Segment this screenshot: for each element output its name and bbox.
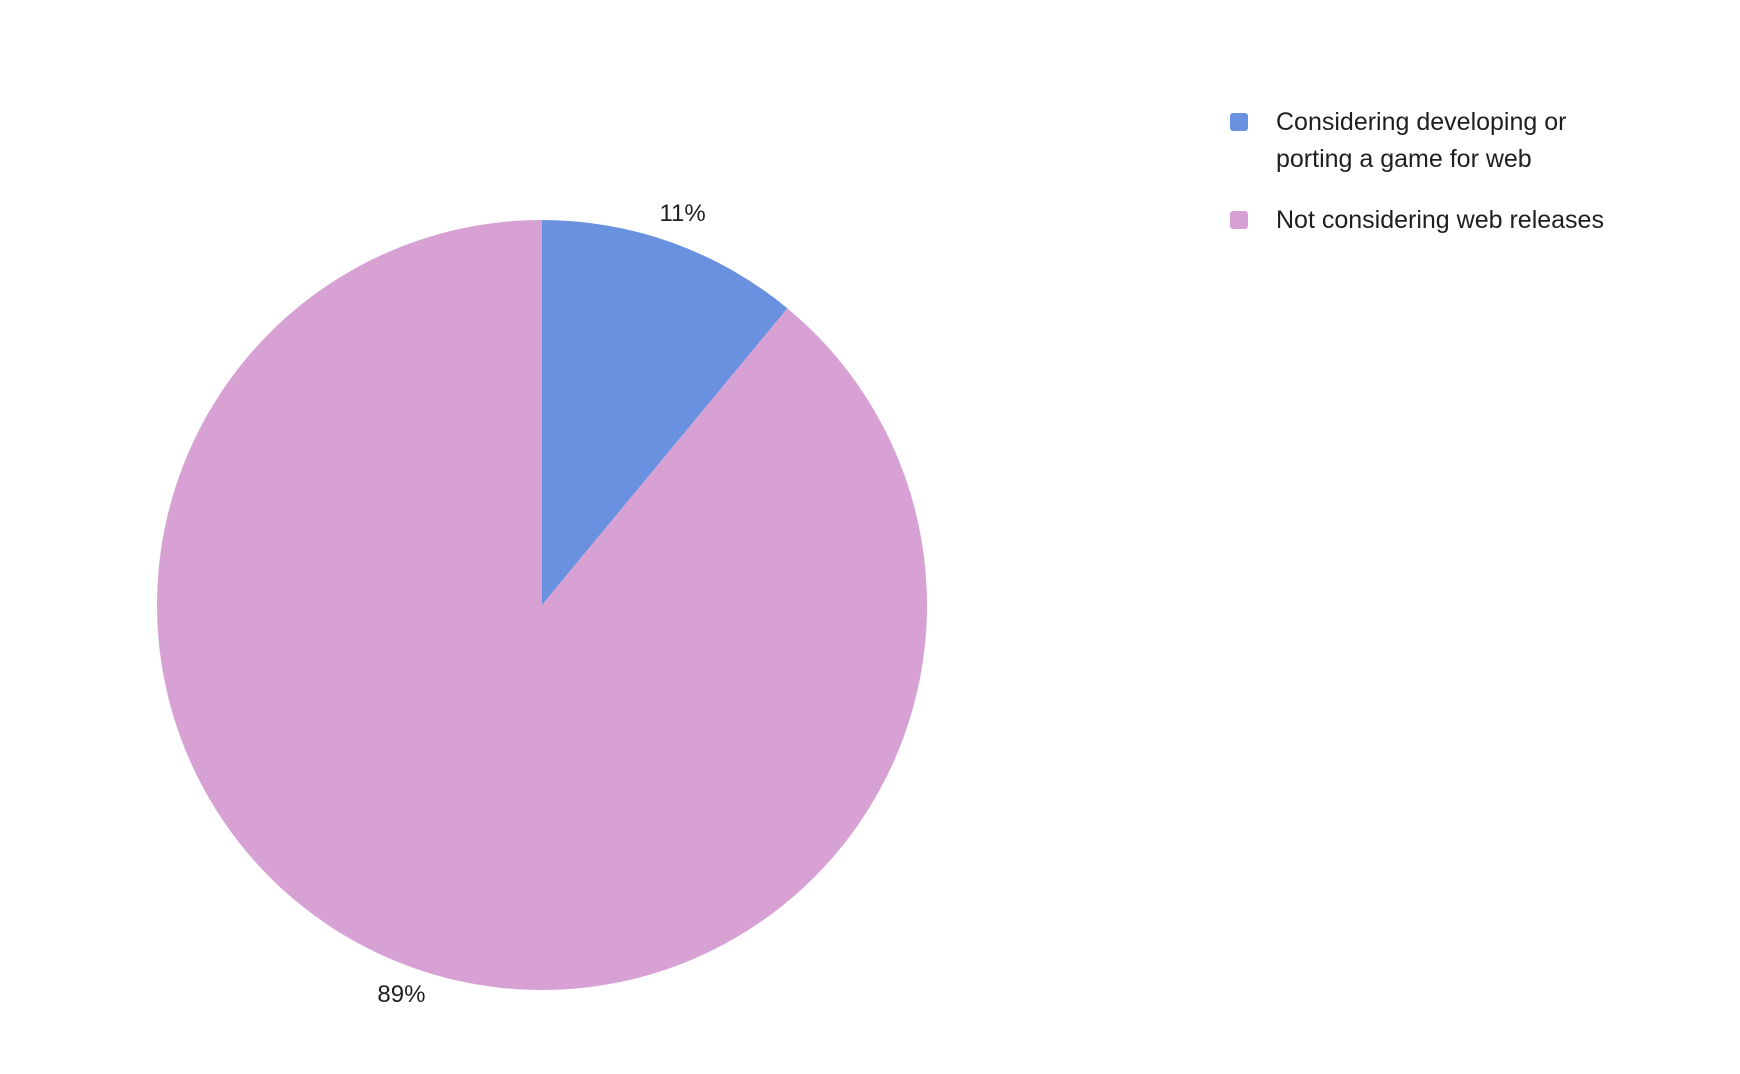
legend-swatch <box>1230 113 1248 131</box>
data-label: 11% <box>659 200 705 227</box>
pie-slice <box>542 220 788 605</box>
legend-label: Not considering web releases <box>1276 206 1604 234</box>
legend: Considering developing or porting a game… <box>1230 104 1630 263</box>
pie-slice <box>157 220 928 990</box>
legend-item: Not considering web releases <box>1230 202 1630 239</box>
legend-label: Considering developing or porting a game… <box>1276 108 1567 173</box>
legend-item: Considering developing or porting a game… <box>1230 104 1630 178</box>
legend-swatch <box>1230 211 1248 229</box>
data-label: 89% <box>377 981 425 1008</box>
